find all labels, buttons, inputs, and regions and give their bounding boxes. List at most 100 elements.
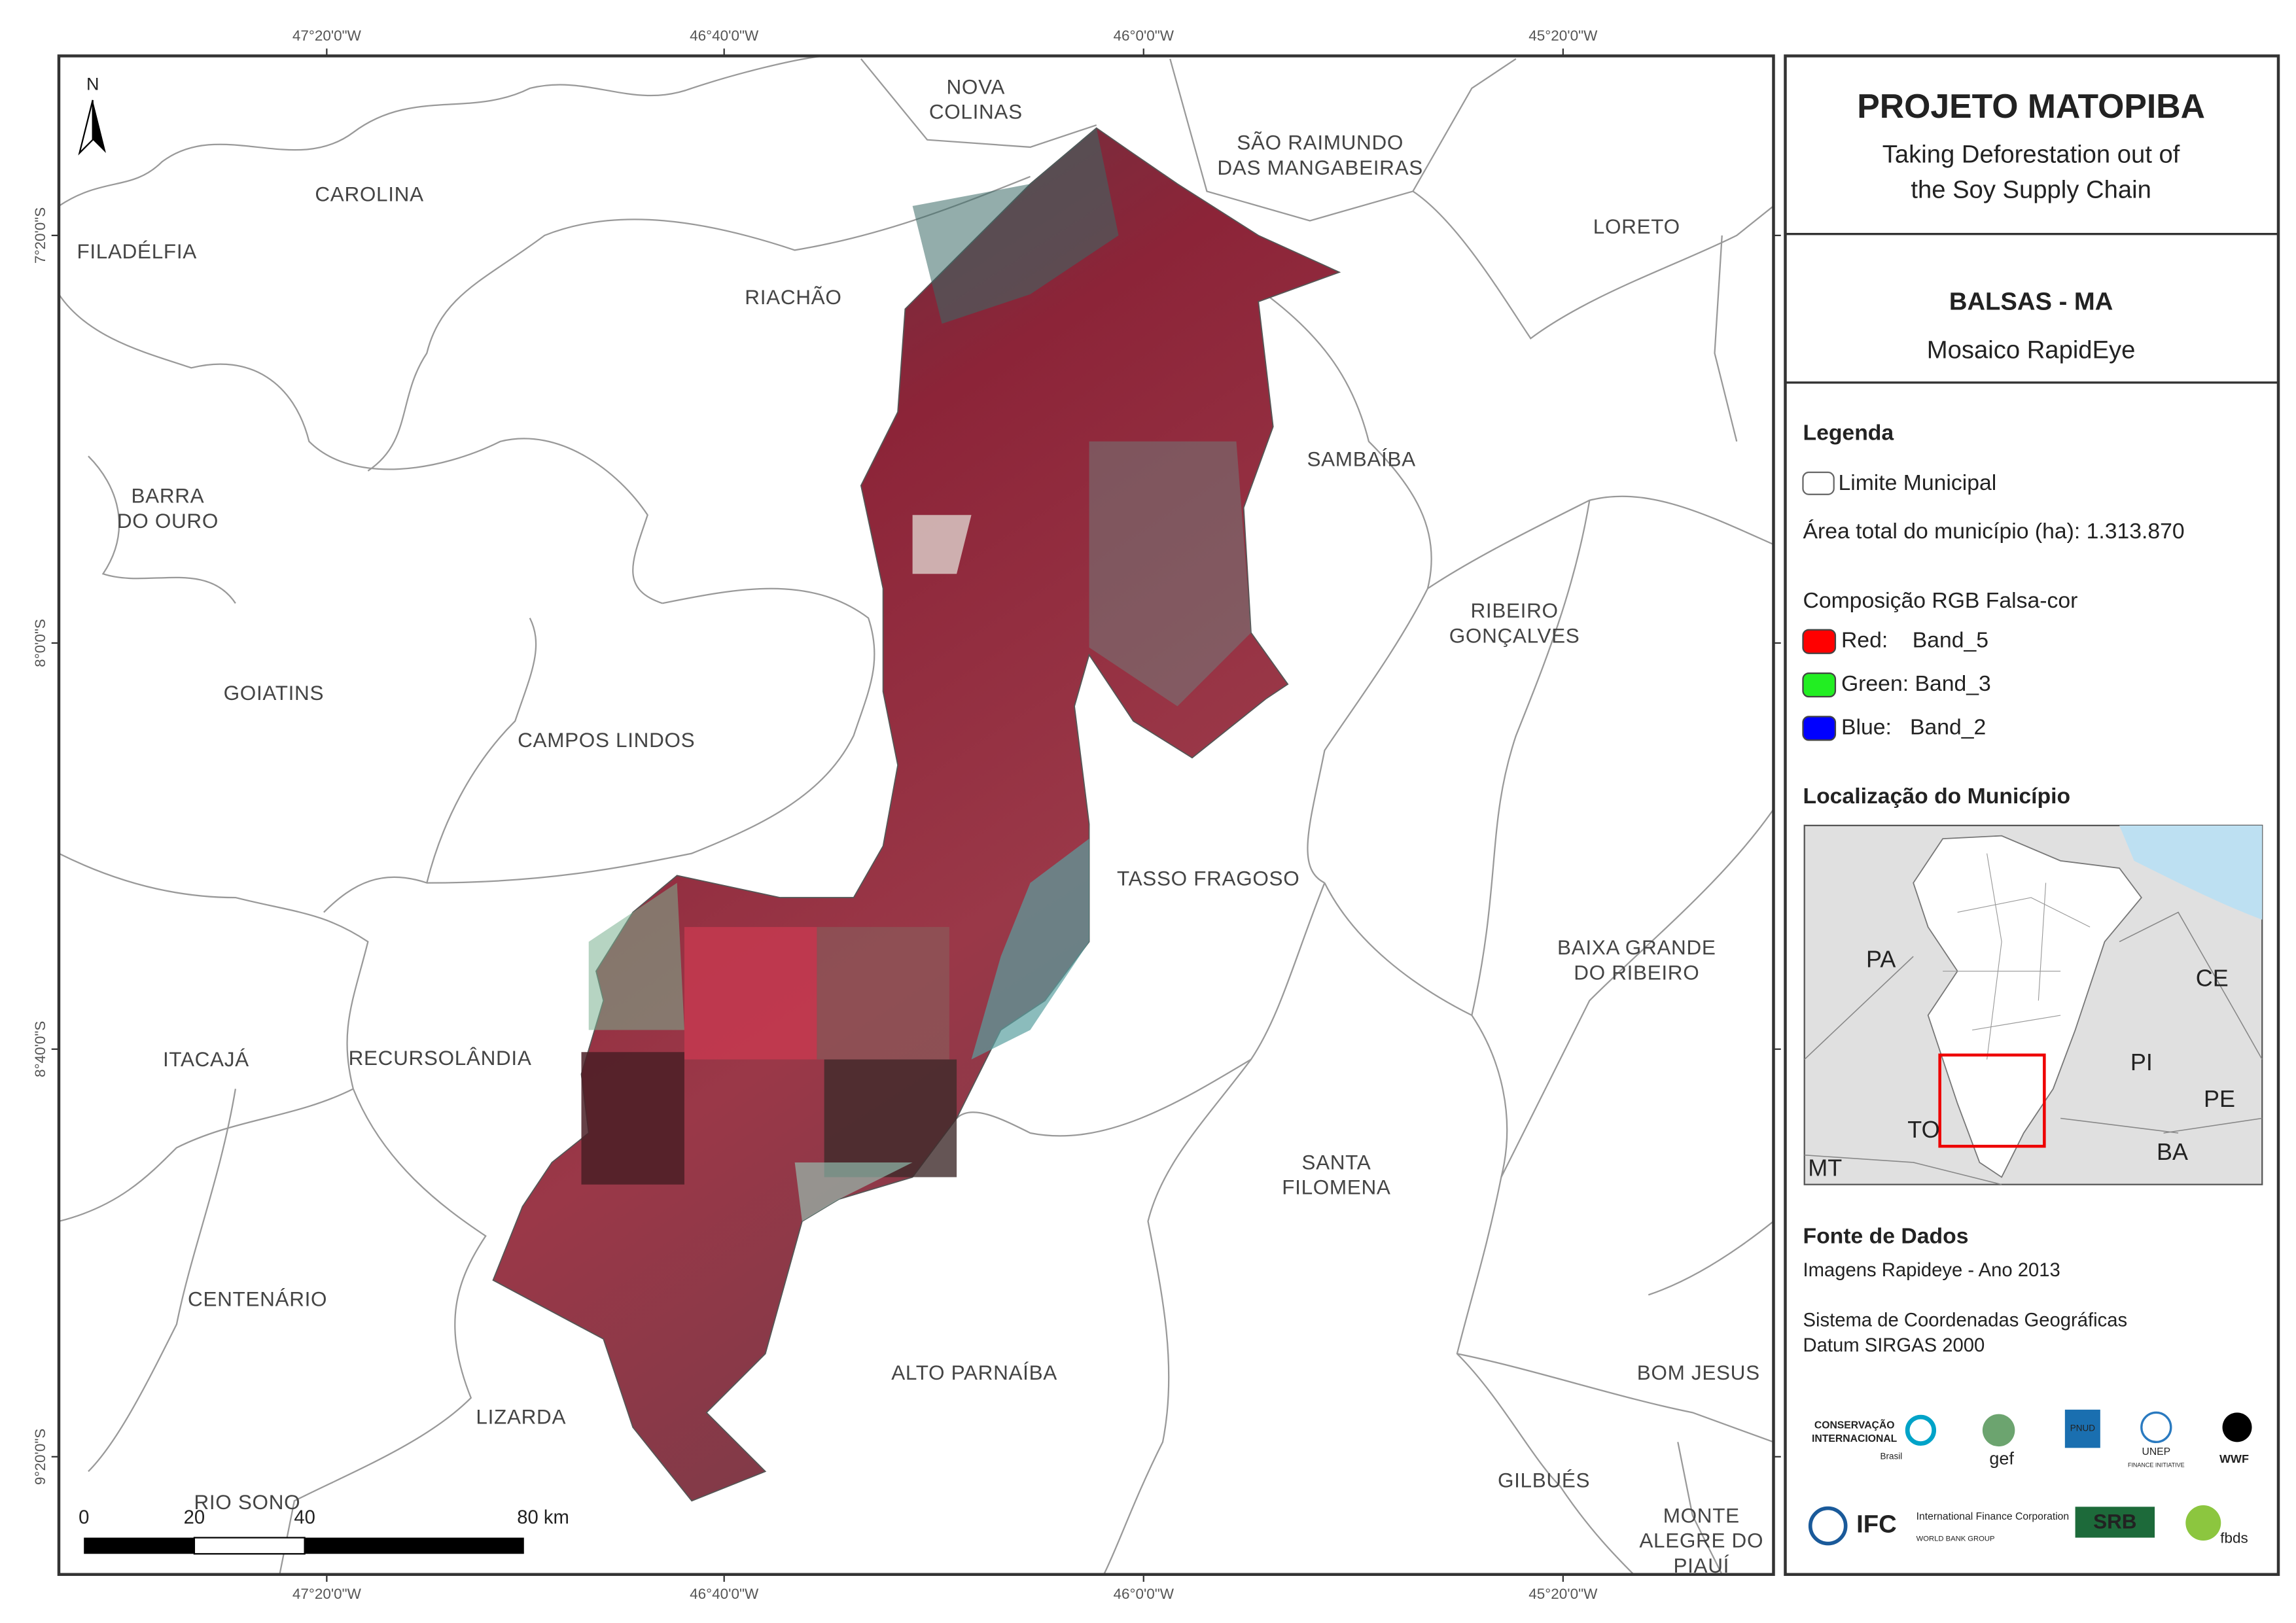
latitude-label: 7°20'0"S (32, 207, 48, 264)
legend-title: Legenda (1803, 420, 1894, 445)
logo-text: SRB (2093, 1509, 2136, 1533)
municipality-label: TASSO FRAGOSO (1117, 866, 1299, 890)
state-label: MT (1808, 1155, 1842, 1181)
scale-bar: 0 20 40 80 km (79, 1507, 569, 1555)
municipality-label: BARRA (131, 484, 204, 508)
municipality-label: FILOMENA (1282, 1176, 1390, 1199)
longitude-label: 46°0'0"W (1113, 1586, 1174, 1602)
municipality-label: SAMBAÍBA (1307, 447, 1415, 470)
logo-text: gef (1989, 1448, 2014, 1468)
logo-text: WWF (2219, 1452, 2249, 1465)
source-line: Imagens Rapideye - Ano 2013 (1803, 1260, 2060, 1281)
state-label: PA (1866, 945, 1896, 972)
municipality-label: FILADÉLFIA (77, 239, 196, 263)
municipal-boundaries (58, 56, 1774, 1575)
logo-text: WORLD BANK GROUP (1916, 1535, 1995, 1543)
longitude-label: 45°20'0"W (1528, 1586, 1598, 1602)
municipality-label: BAIXA GRANDE (1557, 935, 1716, 959)
longitude-label: 47°20'0"W (292, 27, 362, 44)
municipality-label: LIZARDA (476, 1405, 566, 1429)
legend-swatch (1802, 471, 1835, 495)
logo-text: PNUD (2070, 1423, 2095, 1433)
balsas-mosaic (492, 127, 1341, 1502)
municipality-name: BALSAS - MA (1949, 287, 2113, 315)
municipality-label: GILBUÉS (1498, 1468, 1590, 1492)
municipality-label: GOIATINS (224, 681, 325, 705)
graticule: 47°20'0"W 47°20'0"W 46°40'0"W 46°40'0"W 46°0… (32, 27, 1781, 1602)
legend-item: Limite Municipal (1838, 470, 1996, 495)
municipality-label: DAS MANGABEIRAS (1217, 156, 1423, 179)
legend-swatch (1802, 716, 1837, 741)
location-title: Localização do Município (1803, 784, 2070, 809)
north-arrow: N (78, 75, 106, 156)
municipality-label: MONTE (1663, 1503, 1740, 1527)
logo-text: Brasil (1881, 1451, 1903, 1461)
legend-item: Blue: Band_2 (1841, 714, 1986, 739)
product-name: Mosaico RapidEye (1927, 336, 2136, 364)
source-line: Sistema de Coordenadas Geográficas (1803, 1310, 2127, 1331)
latitude-label: 8°0'0"S (32, 619, 48, 667)
legend-swatch (1802, 672, 1837, 698)
legend-item: Green: Band_3 (1841, 671, 1991, 696)
logo-text: IFC (1856, 1510, 1897, 1539)
municipality-label: ALEGRE DO (1639, 1529, 1763, 1552)
longitude-label: 46°40'0"W (690, 27, 759, 44)
municipality-label: PIAUÍ (1673, 1554, 1729, 1577)
logos: CONSERVAÇÃO INTERNACIONAL Brasil gef PNU… (1808, 1409, 2252, 1546)
north-label: N (86, 75, 99, 94)
legend-composition: Composição RGB Falsa-cor (1803, 588, 2077, 613)
municipality-label: DO OURO (117, 509, 219, 532)
state-label: PI (2130, 1049, 2153, 1075)
scale-label: 40 (294, 1507, 315, 1528)
municipality-label: ITACAJÁ (163, 1047, 249, 1071)
logo-text: CONSERVAÇÃO (1814, 1418, 1895, 1431)
longitude-label: 46°0'0"W (1113, 27, 1174, 44)
municipality-label: ALTO PARNAÍBA (891, 1361, 1057, 1384)
location-map: PA CE PI PE TO BA MT (1803, 824, 2263, 1185)
municipality-label: RIO SONO (194, 1490, 300, 1514)
scale-label: 20 (184, 1507, 205, 1528)
longitude-label: 46°40'0"W (690, 1586, 759, 1602)
state-label: PE (2204, 1085, 2235, 1112)
longitude-label: 47°20'0"W (292, 1586, 362, 1602)
municipality-label: CAMPOS LINDOS (518, 728, 695, 752)
latitude-label: 9°20'0"S (32, 1429, 48, 1485)
state-label: BA (2157, 1138, 2188, 1165)
municipality-label: SÃO RAIMUNDO (1237, 131, 1404, 154)
subtitle: the Soy Supply Chain (1911, 176, 2151, 204)
municipality-label: GONÇALVES (1449, 623, 1580, 647)
legend-area: Área total do município (ha): 1.313.870 (1803, 519, 2184, 544)
municipality-label: RIACHÃO (745, 285, 841, 309)
municipality-label: LORETO (1593, 215, 1680, 238)
municipality-label: RIBEIRO (1470, 599, 1558, 622)
state-label: TO (1907, 1116, 1939, 1143)
scale-label: 0 (79, 1507, 89, 1528)
title: PROJETO MATOPIBA (1857, 87, 2205, 125)
sources-title: Fonte de Dados (1803, 1224, 1968, 1249)
source-line: Datum SIRGAS 2000 (1803, 1335, 1985, 1356)
side-panel: PROJETO MATOPIBA Taking Deforestation ou… (1784, 54, 2280, 1577)
logo-text: INTERNACIONAL (1812, 1433, 1898, 1444)
state-label: CE (2196, 965, 2229, 992)
municipality-label: NOVA (947, 75, 1006, 98)
logo-text: International Finance Corporation (1916, 1511, 2070, 1522)
municipality-label: SANTA (1301, 1151, 1371, 1174)
municipality-label: CENTENÁRIO (188, 1287, 327, 1311)
scale-label: 80 km (517, 1507, 569, 1528)
municipality-label: CAROLINA (315, 182, 423, 205)
municipality-label: RECURSOLÂNDIA (349, 1046, 532, 1070)
logo-text: FINANCE INITIATIVE (2128, 1462, 2185, 1469)
subtitle: Taking Deforestation out of (1882, 141, 2180, 169)
longitude-label: 45°20'0"W (1528, 27, 1598, 44)
legend-swatch (1802, 629, 1837, 654)
logo-text: UNEP (2142, 1446, 2170, 1457)
map-frame (57, 54, 1775, 1577)
latitude-label: 8°40'0"S (32, 1021, 48, 1077)
municipality-label: DO RIBEIRO (1574, 960, 1699, 984)
legend-item: Red: Band_5 (1841, 628, 1988, 653)
logo-text: fbds (2220, 1530, 2248, 1546)
municipality-label: COLINAS (929, 100, 1023, 124)
